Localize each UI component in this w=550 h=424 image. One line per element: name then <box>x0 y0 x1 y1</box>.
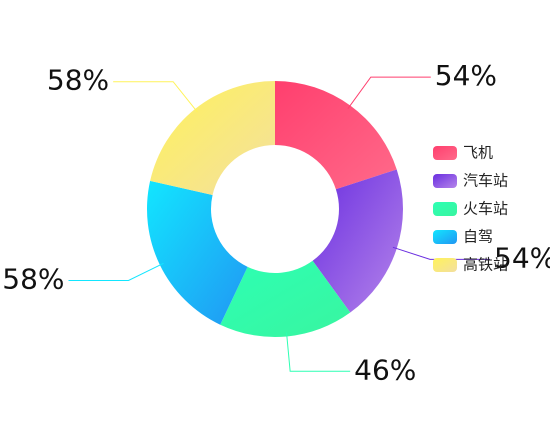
data-label: 54% <box>435 59 497 92</box>
data-label: 54% <box>494 241 550 274</box>
data-label: 58% <box>2 262 64 295</box>
legend-swatch <box>433 230 457 244</box>
legend-label: 火车站 <box>463 200 508 218</box>
slice <box>147 180 248 325</box>
slice <box>275 81 397 190</box>
legend-swatch <box>433 174 457 188</box>
slice <box>312 169 404 313</box>
leader-line <box>286 332 351 372</box>
legend-label: 汽车站 <box>463 172 508 190</box>
leader-line <box>68 262 164 281</box>
data-label: 58% <box>47 64 109 97</box>
legend-label: 高铁站 <box>463 256 508 274</box>
data-label: 46% <box>354 353 416 386</box>
legend-swatch <box>433 202 457 216</box>
slice <box>150 81 275 195</box>
leader-line <box>113 81 198 113</box>
legend-swatch <box>433 146 457 160</box>
leader-line <box>392 246 491 260</box>
legend-label: 飞机 <box>463 144 493 162</box>
slice <box>220 260 351 337</box>
leader-line <box>347 76 431 109</box>
legend-label: 自驾 <box>463 228 493 246</box>
legend-swatch <box>433 258 457 272</box>
